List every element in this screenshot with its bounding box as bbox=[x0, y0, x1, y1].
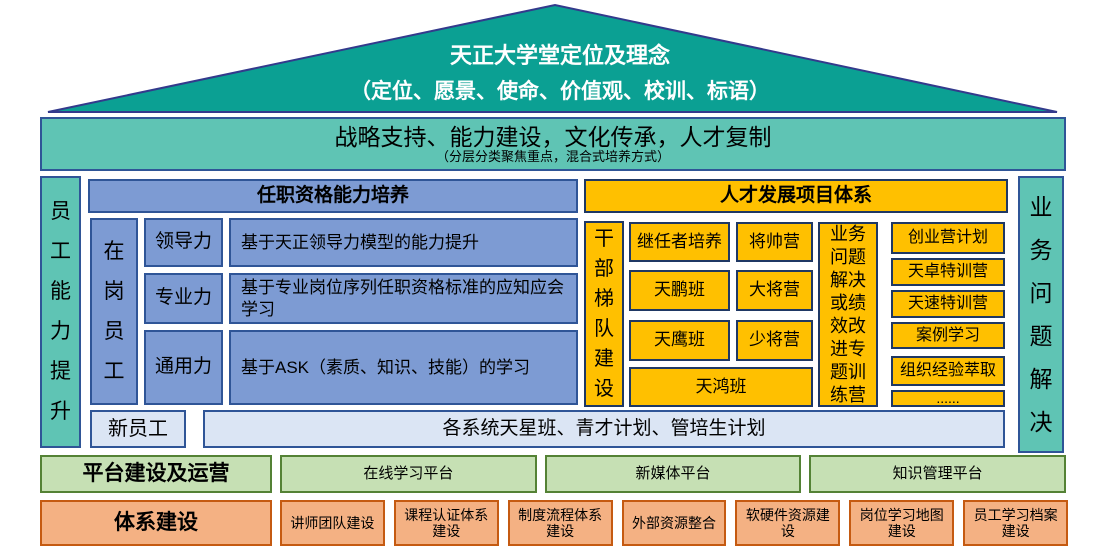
new-staff-programs: 各系统天星班、青才计划、管培生计划 bbox=[203, 410, 1005, 448]
item-ellipsis: ...... bbox=[891, 390, 1005, 407]
qualification-group-onjob: 在岗员工 bbox=[90, 218, 138, 405]
banner-title: 战略支持、能力建设，文化传承，人才复制 bbox=[334, 123, 772, 150]
platform-items: 在线学习平台 新媒体平台 知识管理平台 bbox=[280, 455, 1067, 493]
cadre-ladder-column: 干部梯队建设 bbox=[584, 221, 624, 407]
item-entrepreneur-camp: 创业营计划 bbox=[891, 222, 1005, 254]
roof-title-block: 天正大学堂定位及理念 （定位、愿景、使命、价值观、校训、标语） bbox=[130, 38, 990, 105]
system-external-resources: 外部资源整合 bbox=[621, 500, 727, 546]
system-items: 讲师团队建设 课程认证体系建设 制度流程体系建设 外部资源整合 软硬件资源建设 … bbox=[280, 500, 1069, 546]
platform-knowledge-mgmt: 知识管理平台 bbox=[809, 455, 1067, 493]
right-pillar-business-problem: 业务问题解决 bbox=[1018, 176, 1064, 453]
cadre-ladder-label: 干部梯队建设 bbox=[594, 228, 614, 400]
grid-tianying-class: 天鹰班 bbox=[629, 320, 730, 361]
system-learning-archive: 员工学习档案建设 bbox=[963, 500, 1069, 546]
item-tianzhuo-camp: 天卓特训营 bbox=[891, 258, 1005, 286]
roof-subtitle: （定位、愿景、使命、价值观、校训、标语） bbox=[350, 80, 770, 103]
item-org-experience: 组织经验萃取 bbox=[891, 356, 1005, 386]
qualification-header: 任职资格能力培养 bbox=[88, 179, 578, 213]
row-general-label: 通用力 bbox=[144, 330, 223, 405]
platform-new-media: 新媒体平台 bbox=[544, 455, 802, 493]
business-problem-camp-column: 业务问题解决或绩效改进专题训练营 bbox=[818, 222, 878, 407]
grid-successor-training: 继任者培养 bbox=[629, 222, 730, 262]
qualification-group-label: 在岗员工 bbox=[103, 239, 125, 383]
row-general-desc: 基于ASK（素质、知识、技能）的学习 bbox=[229, 330, 578, 405]
grid-shaojiang-camp: 少将营 bbox=[736, 320, 813, 361]
talent-header: 人才发展项目体系 bbox=[584, 179, 1008, 213]
system-row-label: 体系建设 bbox=[40, 500, 272, 546]
row-professional-desc: 基于专业岗位序列任职资格标准的应知应会学习 bbox=[229, 273, 578, 324]
system-process-system: 制度流程体系建设 bbox=[507, 500, 613, 546]
platform-online-learning: 在线学习平台 bbox=[280, 455, 537, 493]
right-pillar-label: 业务问题解决 bbox=[1029, 193, 1053, 435]
system-trainer-team: 讲师团队建设 bbox=[280, 500, 385, 546]
row-leadership-desc: 基于天正领导力模型的能力提升 bbox=[229, 218, 578, 267]
strategy-banner: 战略支持、能力建设，文化传承，人才复制 （分层分类聚焦重点，混合式培养方式） bbox=[40, 117, 1066, 171]
system-hardware-software: 软硬件资源建设 bbox=[735, 500, 841, 546]
new-staff-label: 新员工 bbox=[90, 410, 186, 448]
left-pillar-label: 员工能力提升 bbox=[49, 200, 71, 423]
grid-tianhong-class: 天鸿班 bbox=[629, 367, 813, 407]
system-learning-map: 岗位学习地图建设 bbox=[849, 500, 955, 546]
grid-tianpeng-class: 天鹏班 bbox=[629, 270, 730, 311]
roof-title: 天正大学堂定位及理念 bbox=[449, 43, 670, 68]
row-professional-label: 专业力 bbox=[144, 273, 223, 324]
grid-jiangshuai-camp: 将帅营 bbox=[736, 222, 813, 262]
left-pillar-employee-capability: 员工能力提升 bbox=[40, 176, 81, 448]
banner-subtitle: （分层分类聚焦重点，混合式培养方式） bbox=[435, 149, 670, 165]
roof-shape bbox=[47, 3, 1058, 113]
business-problem-camp-label: 业务问题解决或绩效改进专题训练营 bbox=[830, 223, 866, 405]
system-course-certification: 课程认证体系建设 bbox=[393, 500, 499, 546]
grid-dajiang-camp: 大将营 bbox=[736, 270, 813, 311]
row-leadership-label: 领导力 bbox=[144, 218, 223, 267]
item-case-study: 案例学习 bbox=[891, 322, 1005, 349]
platform-row-label: 平台建设及运营 bbox=[40, 455, 272, 493]
item-tiansu-camp: 天速特训营 bbox=[891, 290, 1005, 318]
